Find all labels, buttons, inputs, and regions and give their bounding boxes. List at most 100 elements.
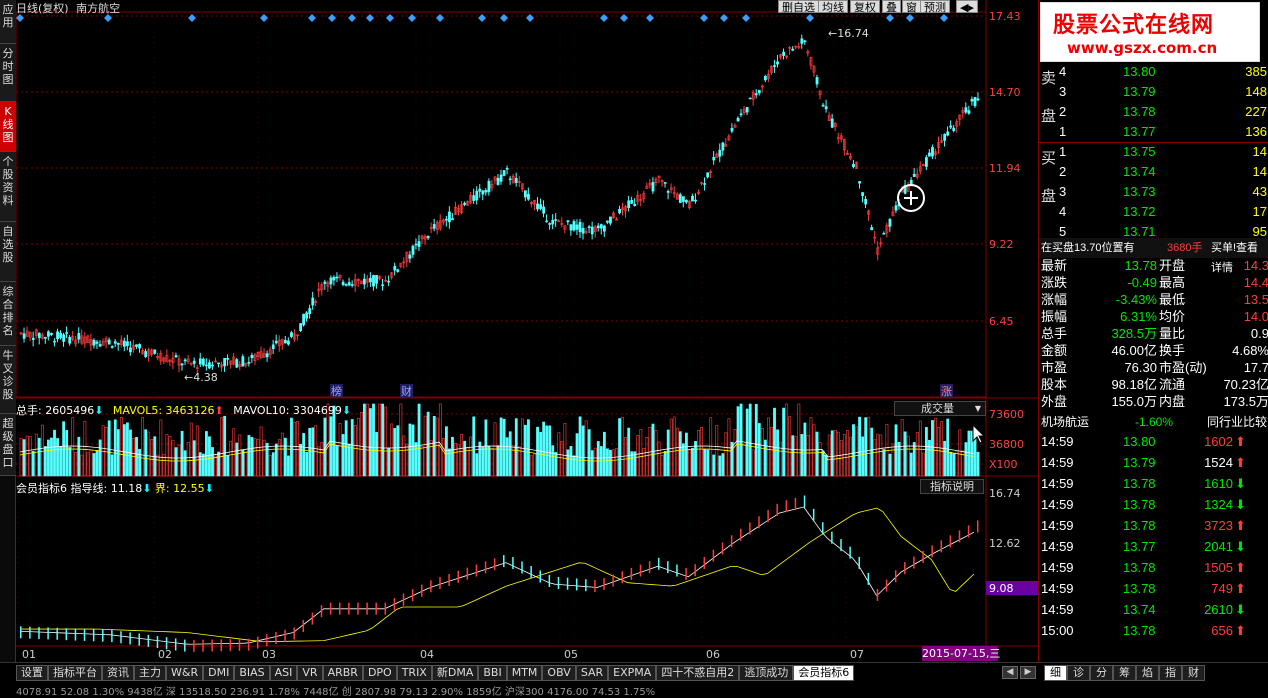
right-tab-4[interactable]: 焰 bbox=[1136, 665, 1159, 681]
bottom-tab-3[interactable]: 主力 bbox=[134, 665, 166, 681]
volume-bar bbox=[949, 451, 953, 477]
indicator-bar bbox=[557, 576, 560, 589]
trade-row-8-cell: 13.74 bbox=[1123, 602, 1156, 617]
toolbar-item-7[interactable]: 超级盘口 bbox=[0, 414, 16, 476]
toolbar-item-4[interactable]: 自选股 bbox=[0, 222, 16, 282]
indicator-bar bbox=[967, 525, 970, 538]
volume-bar bbox=[253, 438, 257, 477]
volume-bar bbox=[235, 442, 239, 477]
event-diamond-icon bbox=[500, 14, 508, 22]
bottom-tab-14[interactable]: MTM bbox=[506, 665, 543, 681]
bottom-tab-7[interactable]: ASI bbox=[269, 665, 298, 681]
toolbar-item-0[interactable]: 应用 bbox=[0, 0, 16, 44]
candle bbox=[244, 363, 248, 366]
volume-bar bbox=[226, 454, 230, 477]
volume-bar bbox=[44, 446, 47, 477]
bottom-tab-1[interactable]: 指标平台 bbox=[48, 665, 102, 681]
bottom-tab-10[interactable]: DPO bbox=[362, 665, 397, 681]
volume-bar bbox=[757, 423, 761, 477]
top-button-3[interactable]: 叠 bbox=[882, 0, 901, 14]
trade-row-8: 14:59 13.74 2610 ⬇ bbox=[1039, 600, 1268, 620]
top-arrow-icon[interactable]: ◀▸ bbox=[956, 0, 978, 14]
right-tab-1[interactable]: 诊 bbox=[1067, 665, 1090, 681]
indicator-bar bbox=[102, 629, 104, 642]
bottom-tab-11[interactable]: TRIX bbox=[396, 665, 432, 681]
toolbar-item-5[interactable]: 综合排名 bbox=[0, 282, 16, 346]
bottom-tab-6[interactable]: BIAS bbox=[234, 665, 270, 681]
bottom-tab-20[interactable]: 会员指标6 bbox=[793, 665, 855, 681]
top-button-0[interactable]: 删自选 bbox=[778, 0, 819, 14]
bottom-tab-12[interactable]: 新DMA bbox=[431, 665, 479, 681]
sell-row-2-cell: 227 bbox=[1245, 104, 1267, 119]
volume-bar bbox=[314, 425, 318, 477]
top-button-4[interactable]: 窗 bbox=[902, 0, 921, 14]
candle bbox=[396, 269, 400, 272]
volume-bar bbox=[31, 450, 35, 477]
volume-bar bbox=[22, 439, 26, 477]
bottom-tab-4[interactable]: W&R bbox=[166, 665, 204, 681]
bottom-tab-13[interactable]: BBI bbox=[478, 665, 507, 681]
bottom-tab-18[interactable]: 四十不惑自用2 bbox=[656, 665, 740, 681]
sell-label: 卖盘 bbox=[1041, 70, 1057, 125]
indicator-bar bbox=[421, 584, 423, 597]
right-tab-5[interactable]: 指 bbox=[1159, 665, 1182, 681]
indicator-bar bbox=[703, 556, 706, 569]
bottom-tab-8[interactable]: VR bbox=[297, 665, 323, 681]
right-tab-6[interactable]: 财 bbox=[1182, 665, 1205, 681]
bottom-tab-0[interactable]: 设置 bbox=[16, 665, 48, 681]
top-button-1[interactable]: 均线 bbox=[818, 0, 848, 14]
indicator-bar bbox=[521, 561, 523, 574]
top-button-2[interactable]: 复权 bbox=[850, 0, 880, 14]
candle bbox=[764, 76, 767, 81]
month-label-6: 07 bbox=[850, 648, 864, 661]
toolbar-item-3[interactable]: 个股资料 bbox=[0, 152, 16, 222]
volume-dropdown[interactable]: 成交量 ▼ bbox=[894, 401, 986, 416]
volume-bar bbox=[208, 436, 211, 477]
kline-chart-svg[interactable]: 17.43 14.70 11.94 9.22 6.45 73600 36800 X100 16.… bbox=[16, 0, 1038, 662]
trade-row-3-cell: 1324 bbox=[1204, 497, 1233, 512]
candle bbox=[138, 344, 141, 349]
volume-tick-0: 73600 bbox=[989, 408, 1024, 421]
buy-label: 买盘 bbox=[1041, 150, 1057, 205]
volume-bar bbox=[344, 420, 348, 477]
bottom-tab-15[interactable]: OBV bbox=[542, 665, 576, 681]
event-diamond-icon bbox=[16, 14, 24, 22]
toolbar-item-2[interactable]: K线图 bbox=[0, 102, 16, 152]
bottom-tab-2[interactable]: 资讯 bbox=[102, 665, 134, 681]
right-tab-3[interactable]: 筹 bbox=[1113, 665, 1136, 681]
indicator-help-button[interactable]: 指标说明 bbox=[920, 479, 984, 494]
volume-bar bbox=[402, 435, 406, 477]
candle bbox=[259, 351, 263, 358]
indicator-bar bbox=[840, 539, 842, 552]
bottom-tab-9[interactable]: ARBR bbox=[322, 665, 363, 681]
volume-bar bbox=[615, 448, 618, 477]
bottom-tab-17[interactable]: EXPMA bbox=[608, 665, 657, 681]
volume-bar bbox=[372, 403, 375, 477]
bottom-tab-16[interactable]: SAR bbox=[575, 665, 609, 681]
indicator-bar bbox=[794, 497, 797, 510]
candle bbox=[265, 353, 269, 358]
event-diamond-icon bbox=[742, 14, 750, 22]
scroll-left-button[interactable]: ◀ bbox=[1002, 666, 1018, 679]
indicator-bar bbox=[594, 579, 596, 592]
scroll-right-button[interactable]: ▶ bbox=[1020, 666, 1036, 679]
candle bbox=[864, 198, 868, 205]
bottom-tab-5[interactable]: DMI bbox=[203, 665, 235, 681]
trade-row-7-cell: 14:59 bbox=[1041, 581, 1074, 596]
chart-area[interactable]: 17.43 14.70 11.94 9.22 6.45 73600 36800 X100 16.… bbox=[16, 0, 1038, 662]
volume-bar bbox=[636, 435, 640, 477]
buy-row-0-cell: 14 bbox=[1252, 144, 1267, 159]
toolbar-item-1[interactable]: 分时图 bbox=[0, 44, 16, 102]
trade-row-5-cell: ⬇ bbox=[1235, 539, 1246, 554]
candle bbox=[235, 359, 239, 368]
candle bbox=[533, 199, 536, 205]
toolbar-item-6[interactable]: 牛叉诊股 bbox=[0, 346, 16, 414]
bottom-tab-19[interactable]: 逃顶成功 bbox=[739, 665, 794, 681]
volume-bar bbox=[651, 423, 655, 477]
event-marker-1: 财 bbox=[401, 384, 412, 398]
indicator-bar bbox=[211, 639, 213, 652]
right-tab-2[interactable]: 分 bbox=[1090, 665, 1113, 681]
indicator-bar bbox=[603, 577, 605, 590]
right-tab-0[interactable]: 细 bbox=[1044, 665, 1067, 681]
top-button-5[interactable]: 预测 bbox=[920, 0, 950, 14]
